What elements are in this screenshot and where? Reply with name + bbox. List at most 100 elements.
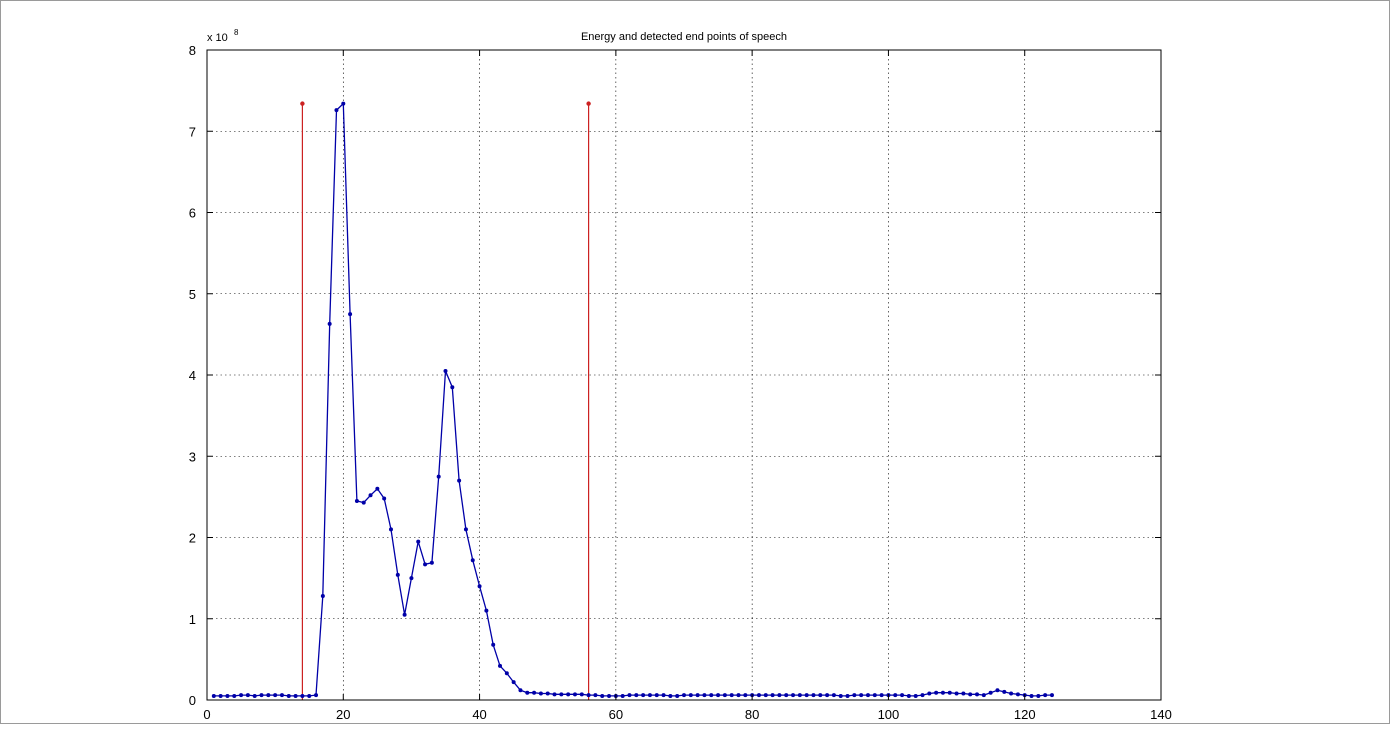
- energy-point: [239, 693, 244, 698]
- energy-point: [1029, 693, 1034, 698]
- energy-point: [1015, 692, 1020, 697]
- energy-point: [375, 486, 380, 491]
- y-tick-label: 5: [189, 287, 196, 302]
- y-tick-label: 3: [189, 449, 196, 464]
- energy-point: [518, 688, 523, 693]
- x-tick-label: 20: [336, 707, 350, 722]
- x-tick-label: 120: [1014, 707, 1036, 722]
- energy-point: [532, 690, 537, 695]
- energy-point: [682, 693, 686, 698]
- energy-point: [838, 693, 843, 698]
- end-point-marker: [300, 101, 305, 106]
- y-tick-label: 7: [189, 124, 196, 139]
- x-tick-label: 0: [203, 707, 210, 722]
- energy-point: [559, 692, 564, 697]
- energy-point: [647, 693, 652, 698]
- energy-point: [423, 562, 428, 567]
- energy-point: [443, 368, 448, 373]
- energy-point: [627, 693, 632, 698]
- energy-point: [763, 693, 768, 698]
- energy-point: [831, 693, 836, 698]
- x-tick-label: 40: [472, 707, 486, 722]
- energy-point: [293, 693, 298, 698]
- energy-point: [382, 496, 387, 501]
- energy-point: [695, 693, 700, 698]
- energy-point: [825, 693, 830, 698]
- x-tick-label: 140: [1150, 707, 1172, 722]
- energy-point: [525, 690, 530, 695]
- energy-point: [709, 693, 714, 698]
- energy-point: [498, 663, 503, 668]
- x-tick-label: 80: [745, 707, 759, 722]
- energy-point: [995, 688, 1000, 693]
- y-scale-base: x 10: [207, 32, 228, 44]
- energy-point: [402, 612, 407, 617]
- energy-point: [477, 584, 482, 589]
- energy-point: [334, 108, 339, 113]
- energy-point: [416, 539, 421, 544]
- energy-point: [791, 693, 796, 698]
- chart-title: Energy and detected end points of speech: [581, 31, 787, 43]
- energy-point: [906, 693, 911, 698]
- energy-point: [804, 693, 809, 698]
- energy-point: [722, 693, 727, 698]
- energy-point: [450, 385, 455, 390]
- energy-point: [641, 693, 646, 698]
- energy-point: [286, 693, 291, 698]
- x-tick-label: 100: [878, 707, 900, 722]
- energy-point: [934, 690, 939, 695]
- energy-point: [348, 312, 353, 317]
- y-tick-label: 6: [189, 206, 196, 221]
- energy-point: [1009, 691, 1014, 696]
- energy-point: [661, 693, 666, 698]
- energy-point: [845, 693, 850, 698]
- energy-point: [927, 691, 932, 696]
- energy-point: [218, 693, 223, 698]
- energy-point: [572, 692, 577, 697]
- energy-point: [879, 693, 884, 698]
- energy-point: [777, 693, 782, 698]
- energy-point: [940, 690, 945, 695]
- energy-point: [211, 693, 216, 698]
- energy-point: [341, 101, 346, 106]
- energy-point: [736, 693, 741, 698]
- energy-point: [252, 693, 257, 698]
- energy-point: [538, 691, 543, 696]
- energy-point: [429, 560, 434, 565]
- energy-point: [654, 693, 659, 698]
- energy-point: [968, 692, 973, 697]
- energy-point: [797, 693, 802, 698]
- energy-point: [314, 693, 319, 698]
- energy-point: [484, 608, 489, 613]
- energy-point: [279, 693, 284, 698]
- energy-point: [395, 572, 400, 577]
- energy-point: [620, 693, 625, 698]
- energy-point: [954, 691, 959, 696]
- energy-point: [600, 693, 605, 698]
- y-axis-scale-label: x 10 8: [207, 28, 239, 44]
- energy-point: [859, 693, 864, 698]
- energy-point: [245, 693, 250, 698]
- energy-point: [354, 498, 359, 503]
- energy-point: [327, 321, 332, 326]
- energy-point: [232, 693, 237, 698]
- energy-point: [1036, 693, 1041, 698]
- energy-point: [756, 693, 761, 698]
- energy-point: [225, 693, 230, 698]
- energy-point: [743, 693, 748, 698]
- energy-point: [893, 693, 898, 698]
- energy-point: [457, 478, 462, 483]
- energy-point: [266, 693, 271, 698]
- energy-point: [504, 671, 509, 676]
- energy-point: [981, 693, 986, 698]
- energy-point: [566, 692, 571, 697]
- energy-line: [213, 102, 1052, 697]
- energy-point: [975, 692, 980, 697]
- energy-point: [852, 693, 857, 698]
- y-tick-label: 1: [189, 612, 196, 627]
- energy-point: [307, 693, 312, 698]
- energy-point: [634, 693, 639, 698]
- energy-point: [900, 693, 905, 698]
- energy-point: [920, 693, 925, 698]
